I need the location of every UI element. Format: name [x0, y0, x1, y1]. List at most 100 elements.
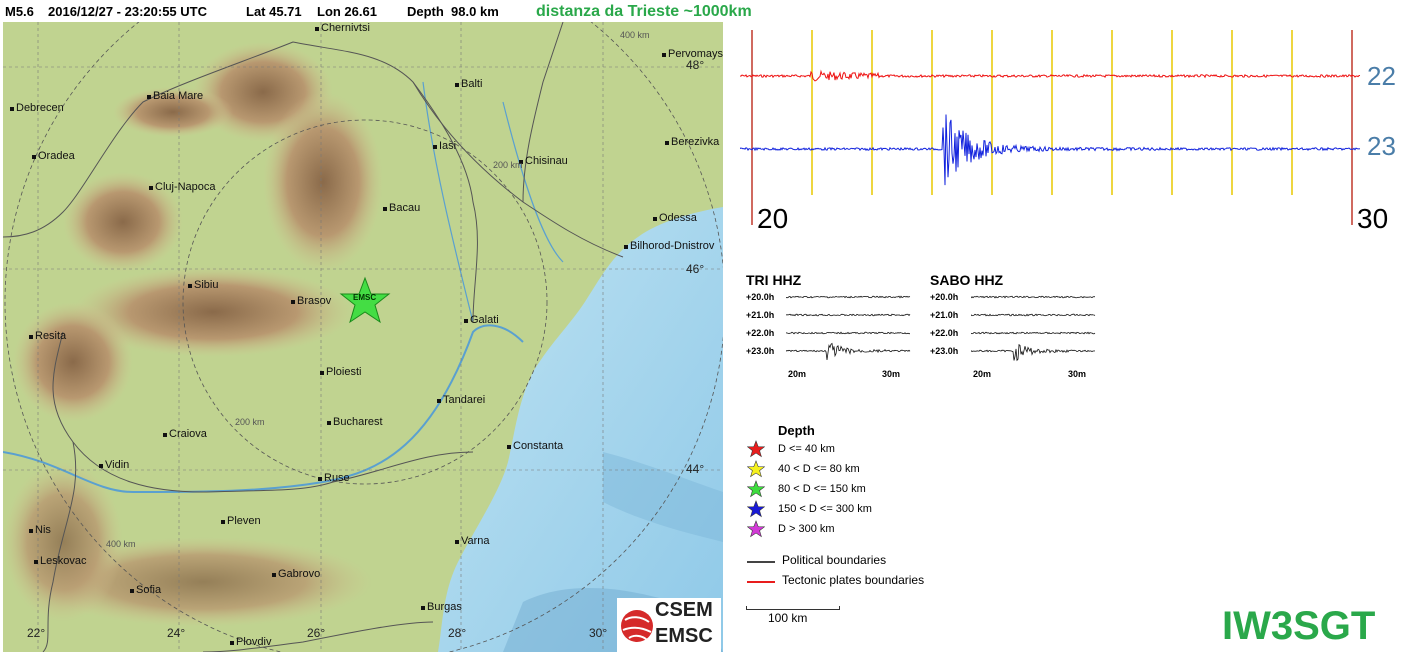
star-icon: [747, 520, 765, 538]
city-label: Burgas: [421, 601, 462, 613]
legend-label: Tectonic plates boundaries: [782, 573, 925, 587]
lon-label: 22°: [27, 626, 46, 640]
ring-label: 200 km: [235, 417, 265, 427]
city-label: Chernivtsi: [315, 22, 370, 34]
legend-label: Political boundaries: [782, 553, 887, 567]
tectonic-boundary-swatch: [747, 581, 775, 583]
city-label: Chisinau: [519, 155, 568, 167]
logo-emsc-text: EMSC: [655, 625, 713, 647]
star-icon: [747, 440, 765, 458]
station-row-label: +21.0h: [746, 310, 775, 320]
city-label: Tandarei: [436, 394, 486, 406]
lat-label: 48°: [686, 58, 705, 72]
city-label: Bucharest: [327, 416, 383, 428]
station-row-label: +22.0h: [746, 328, 775, 338]
city-label: Baia Mare: [146, 90, 204, 102]
scale-label: 100 km: [768, 611, 808, 625]
earthquake-map[interactable]: EMSC Chernivtsi Pervomays Debrecen Baia …: [3, 22, 723, 652]
magnitude-label: M5.6: [5, 4, 34, 19]
station-row-label: +23.0h: [930, 346, 959, 356]
legend-label: 40 < D <= 80 km: [778, 463, 860, 475]
hour-label: 23: [1367, 131, 1396, 161]
star-icon: [747, 500, 765, 518]
city-label: Nis: [29, 524, 51, 536]
station-traces: [971, 295, 1096, 362]
seismogram: 22 23 20 30: [740, 25, 1410, 250]
globe-icon: [621, 610, 653, 642]
city-label: Iasi: [432, 140, 457, 152]
city-label: Debrecen: [10, 102, 64, 114]
epicenter-label: EMSC: [353, 293, 377, 302]
city-label: Brasov: [290, 295, 332, 307]
station-title: SABO HHZ: [930, 272, 1004, 288]
longitude-label: Lon 26.61: [317, 4, 377, 19]
city-label: Leskovac: [33, 555, 87, 567]
scale-bar: 100 km: [746, 603, 840, 625]
datetime-label: 2016/12/27 - 23:20:55 UTC: [48, 4, 207, 19]
map-relief: [3, 22, 723, 652]
station-x-label: 20m: [973, 369, 992, 379]
legend: Depth D <= 40 km 40 < D <= 80 km 80 < D …: [745, 420, 1075, 650]
legend-label: D <= 40 km: [778, 443, 835, 455]
station-x-label: 30m: [882, 369, 901, 379]
lon-label: 24°: [167, 626, 186, 640]
legend-title: Depth: [778, 423, 815, 438]
city-label: Sibiu: [187, 279, 219, 291]
city-label: Balti: [454, 78, 483, 90]
trace-hour-22: [740, 69, 1361, 82]
callsign: IW3SGT: [1222, 604, 1376, 648]
station-x-label: 20m: [788, 369, 807, 379]
station-trace: [786, 295, 911, 299]
scale-bar-line: [746, 606, 840, 610]
lat-label: 44°: [686, 462, 705, 476]
station-row-label: +23.0h: [746, 346, 775, 356]
station-trace: [971, 313, 1096, 317]
city-label: Cluj-Napoca: [149, 181, 216, 193]
station-trace: [786, 331, 910, 335]
city-label: Gabrovo: [271, 568, 321, 580]
city-label: Oradea: [32, 150, 75, 162]
city-label: Odessa: [653, 212, 697, 224]
political-boundary-swatch: [747, 561, 775, 563]
city-label: Galati: [464, 314, 499, 326]
lon-label: 30°: [589, 626, 608, 640]
city-label: Constanta: [506, 440, 564, 452]
station-trace: [971, 331, 1096, 335]
lon-label: 26°: [307, 626, 326, 640]
trace-hour-23: [740, 114, 1361, 186]
minute-label: 20: [757, 203, 789, 234]
station-trace: [786, 313, 911, 317]
city-label: Resita: [28, 330, 67, 342]
hour-label: 22: [1367, 61, 1396, 91]
city-label: Berezivka: [664, 136, 720, 148]
depth-label: Depth 98.0 km: [407, 4, 499, 19]
city-label: Bacau: [382, 202, 421, 214]
station-trace: [971, 295, 1096, 299]
station-row-label: +20.0h: [930, 292, 959, 302]
ring-label: 200 km: [493, 160, 523, 170]
city-label: Sofia: [129, 584, 162, 596]
city-label: Craiova: [163, 428, 207, 440]
station-trace: [971, 343, 1096, 362]
ring-label: 400 km: [620, 30, 650, 40]
station-x-label: 30m: [1068, 369, 1087, 379]
city-label: Ploiesti: [319, 366, 362, 378]
latitude-label: Lat 45.71: [246, 4, 302, 19]
minute-label: 30: [1357, 203, 1389, 234]
emsc-logo: CSEM EMSC: [617, 598, 721, 652]
station-row-label: +22.0h: [930, 328, 959, 338]
station-title: TRI HHZ: [746, 272, 802, 288]
logo-csem-text: CSEM: [655, 599, 713, 621]
seismogram-plot: [740, 30, 1361, 225]
city-label: Pervomays: [661, 48, 723, 60]
lon-label: 28°: [448, 626, 467, 640]
city-label: Plovdiv: [229, 636, 272, 648]
lat-label: 46°: [686, 262, 705, 276]
station-trace: [786, 342, 911, 361]
station-traces: [786, 295, 911, 361]
city-label: Pleven: [221, 515, 261, 527]
star-icon: [747, 460, 765, 478]
epicenter-star: [339, 276, 391, 324]
ring-label: 400 km: [106, 539, 136, 549]
city-label: Varna: [455, 535, 490, 547]
